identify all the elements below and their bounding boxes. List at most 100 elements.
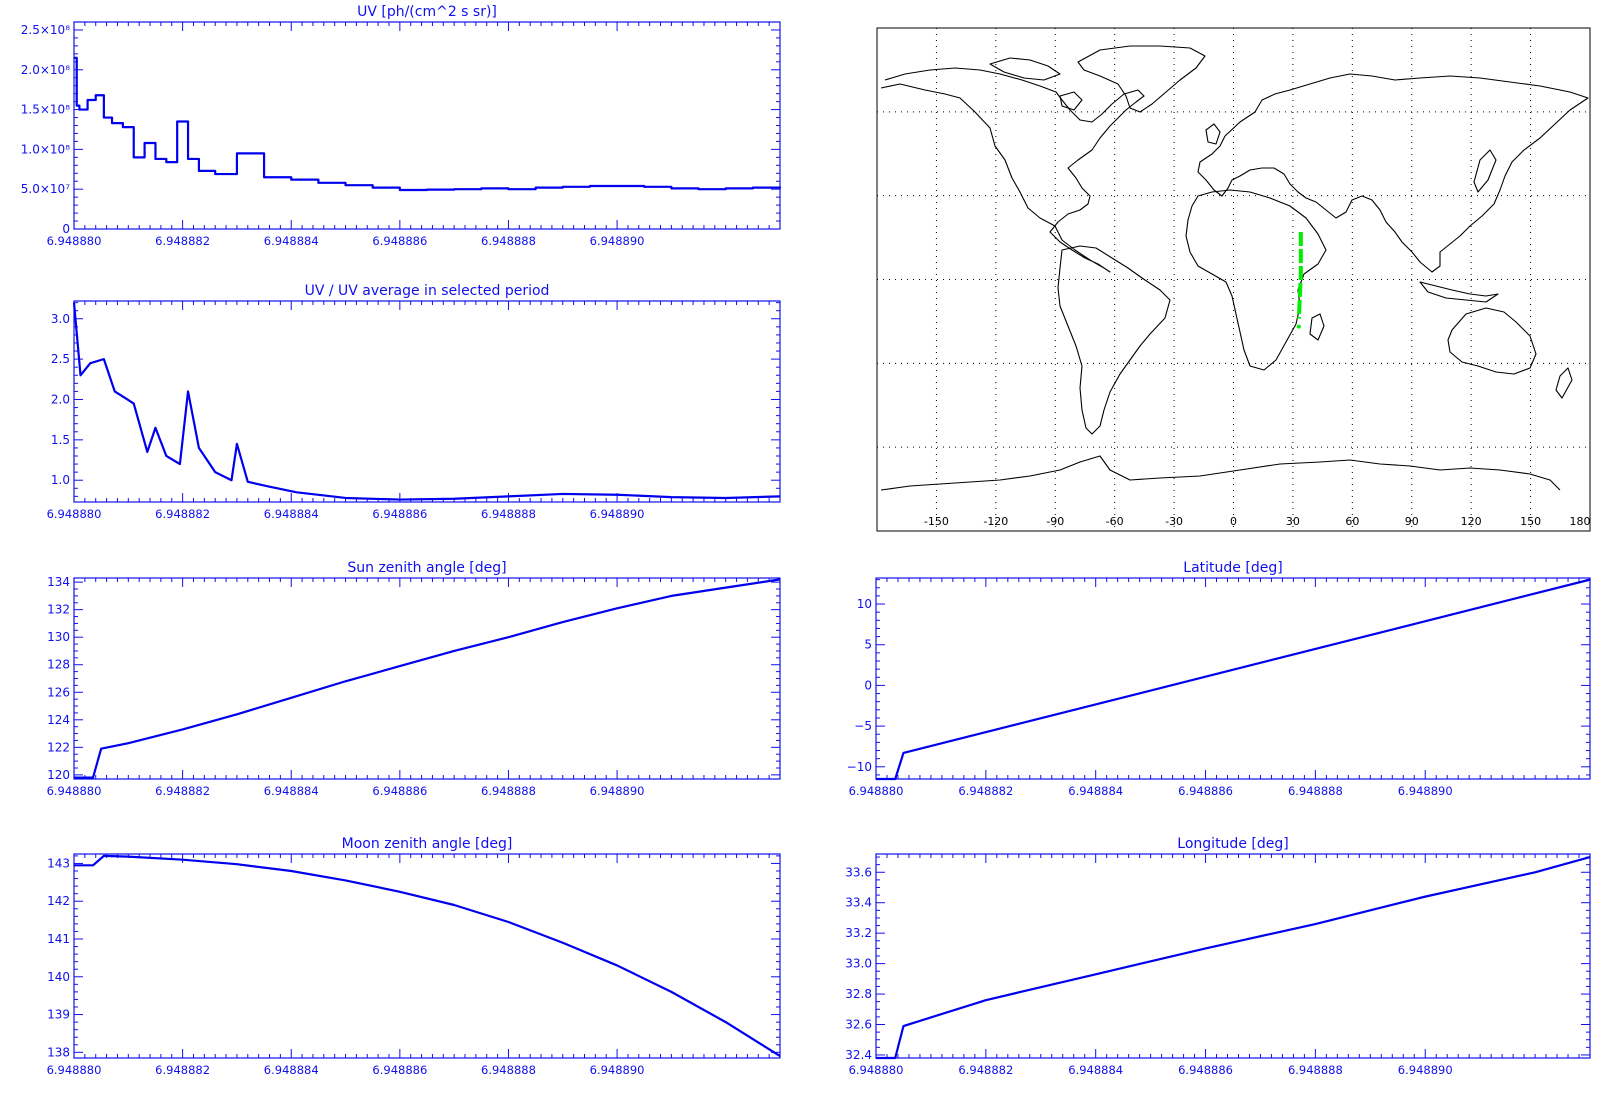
y-tick-label: 2.0	[51, 392, 70, 406]
y-tick-label: 32.8	[845, 987, 872, 1001]
y-tick-label: 124	[47, 713, 70, 727]
series-line	[876, 578, 1591, 781]
x-tick-label: 6.948882	[155, 784, 210, 798]
y-tick-label: −10	[847, 760, 872, 774]
x-tick-label: 6.948886	[372, 1063, 427, 1077]
y-tick-label: 120	[47, 768, 70, 782]
x-tick-label: 6.948886	[372, 234, 427, 248]
series-line	[876, 855, 1591, 1060]
x-tick-label: 6.948882	[155, 1063, 210, 1077]
x-tick-label: 6.948880	[849, 784, 904, 798]
x-tick-label: 6.948890	[590, 784, 645, 798]
chart-uv: UV [ph/(cm^2 s sr)] 6.948880 6.948882 6.948…	[21, 4, 782, 248]
world-map-panel: -150 -120 -90 -60 -30 0 30 60 90 120 150 180	[876, 27, 1591, 532]
coast-greenland	[1077, 45, 1206, 113]
coast-australia	[1447, 307, 1537, 375]
x-tick-label: 6.948886	[372, 507, 427, 521]
y-tick-label: 5	[864, 638, 872, 652]
x-tick-label: 6.948880	[47, 784, 102, 798]
y-tick-label: 130	[47, 630, 70, 644]
x-tick-label: 6.948890	[590, 507, 645, 521]
y-tick-label: 32.6	[845, 1018, 872, 1032]
x-tick-label: 6.948882	[155, 507, 210, 521]
y-tick-label: 2.0×10⁸	[21, 63, 70, 77]
y-tick-label: 139	[47, 1008, 70, 1022]
map-longitude-label: -60	[1106, 515, 1124, 528]
y-tick-label: 143	[47, 856, 70, 870]
y-tick-label: 10	[857, 597, 872, 611]
coast-south-america	[1057, 245, 1171, 435]
charts-layer: UV [ph/(cm^2 s sr)] 6.948880 6.948882 6.948…	[21, 4, 1591, 1077]
x-tick-label: 6.948888	[481, 507, 536, 521]
x-tick-label: 6.948884	[264, 507, 319, 521]
x-tick-label: 6.948884	[264, 784, 319, 798]
map-longitude-ticks: -150 -120 -90 -60 -30 0 30 60 90 120 150 180	[924, 515, 1591, 528]
y-tick-label: 138	[47, 1045, 70, 1059]
coast-antarctica	[880, 455, 1561, 491]
x-tick-label: 6.948890	[590, 1063, 645, 1077]
series-line	[72, 302, 781, 501]
y-tick-label: 2.5×10⁸	[21, 23, 70, 37]
ground-track-line	[1296, 231, 1303, 319]
chart-moon-zenith: Moon zenith angle [deg] 6.948880 6.948882 6…	[47, 836, 781, 1077]
x-tick-label: 6.948886	[1178, 784, 1233, 798]
x-tick-label: 6.948888	[481, 234, 536, 248]
series-line	[74, 854, 781, 1058]
x-tick-label: 6.948886	[372, 784, 427, 798]
map-graticule	[877, 28, 1590, 531]
chart-title: Latitude [deg]	[1183, 560, 1282, 576]
map-longitude-label: -30	[1165, 515, 1183, 528]
map-longitude-label: 0	[1230, 515, 1237, 528]
x-tick-label: 6.948884	[1068, 784, 1123, 798]
plot-frame	[73, 853, 781, 1059]
y-tick-label: 1.0	[51, 473, 70, 487]
chart-uv-ratio: UV / UV average in selected period 6.9488…	[47, 283, 781, 521]
y-tick-label: 134	[47, 575, 70, 589]
chart-title: Longitude [deg]	[1177, 836, 1288, 852]
map-longitude-label: -120	[983, 515, 1008, 528]
y-tick-label: 1.0×10⁸	[21, 142, 70, 156]
chart-title: Moon zenith angle [deg]	[342, 836, 513, 852]
x-tick-label: 6.948888	[481, 784, 536, 798]
x-tick-label: 6.948880	[849, 1063, 904, 1077]
y-tick-label: 33.4	[845, 896, 872, 910]
coast-madagascar	[1309, 313, 1325, 341]
x-tick-label: 6.948888	[1288, 1063, 1343, 1077]
y-tick-label: 2.5	[51, 352, 70, 366]
chart-longitude: Longitude [deg] 6.948880 6.948882 6.948884 6…	[845, 836, 1591, 1077]
y-tick-label: 141	[47, 932, 70, 946]
x-tick-label: 6.948888	[1288, 784, 1343, 798]
chart-latitude: Latitude [deg] 6.948880 6.948882 6.948884 6.…	[847, 560, 1591, 798]
y-tick-label: 1.5×10⁸	[21, 103, 70, 117]
y-tick-label: 142	[47, 894, 70, 908]
coast-north-america	[880, 67, 1145, 273]
chart-title: UV [ph/(cm^2 s sr)]	[357, 4, 497, 20]
map-longitude-label: -150	[924, 515, 949, 528]
y-tick-label: 140	[47, 970, 70, 984]
x-tick-label: 6.948890	[1398, 784, 1453, 798]
x-tick-label: 6.948880	[47, 507, 102, 521]
y-tick-label: 33.2	[845, 926, 872, 940]
y-tick-label: 33.6	[845, 865, 872, 879]
chart-title: UV / UV average in selected period	[305, 283, 550, 299]
map-longitude-label: 120	[1461, 515, 1482, 528]
y-tick-label: 1.5	[51, 433, 70, 447]
x-tick-label: 6.948882	[958, 1063, 1013, 1077]
coast-british-isles	[1205, 123, 1221, 145]
x-tick-label: 6.948884	[264, 234, 319, 248]
coast-japan	[1473, 149, 1497, 193]
y-tick-label: 5.0×10⁷	[21, 182, 70, 196]
y-tick-label: −5	[854, 719, 872, 733]
coast-new-zealand	[1555, 367, 1573, 399]
map-longitude-label: -90	[1046, 515, 1064, 528]
series-line	[74, 578, 781, 779]
y-tick-label: 3.0	[51, 312, 70, 326]
y-tick-label: 33.0	[845, 957, 872, 971]
chart-sun-zenith: Sun zenith angle [deg] 6.948880 6.948882 6.…	[47, 560, 781, 798]
map-longitude-label: 60	[1345, 515, 1359, 528]
x-tick-label: 6.948882	[958, 784, 1013, 798]
x-tick-label: 6.948880	[47, 234, 102, 248]
y-tick-label: 122	[47, 740, 70, 754]
x-tick-label: 6.948882	[155, 234, 210, 248]
x-tick-label: 6.948884	[264, 1063, 319, 1077]
